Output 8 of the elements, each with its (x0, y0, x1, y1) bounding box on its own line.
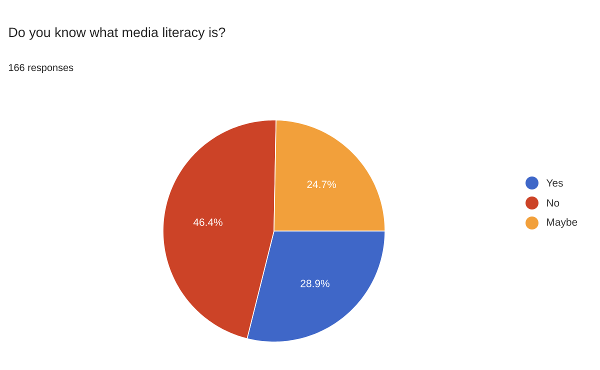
data-label: 46.4% (193, 218, 222, 226)
data-label: 28.9% (300, 280, 330, 288)
legend-label: Maybe (547, 218, 578, 228)
legend-label: Yes (546, 179, 563, 187)
data-label: 24.7% (307, 180, 336, 188)
legend-label: No (547, 199, 560, 207)
chart-title: Do you know what media literacy is? (9, 27, 226, 40)
text: 166 responses (8, 64, 74, 74)
